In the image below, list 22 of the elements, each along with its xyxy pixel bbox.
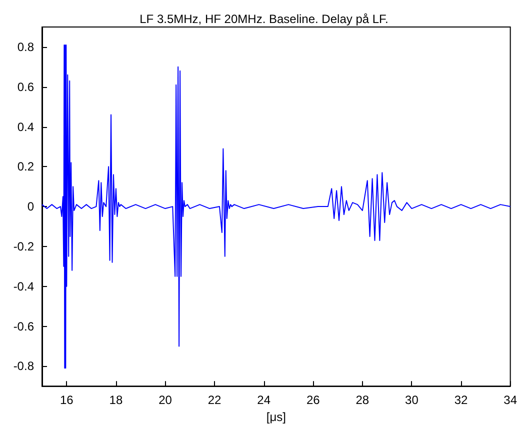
y-tick-label: -0.8 <box>13 359 34 374</box>
y-tick-label: 0.8 <box>17 40 34 54</box>
chart-title: LF 3.5MHz, HF 20MHz. Baseline. Delay på LF. <box>140 12 388 26</box>
x-tick-label: 32 <box>454 393 468 408</box>
x-tick-label: 20 <box>158 393 172 408</box>
x-tick-label: 24 <box>257 393 271 408</box>
x-tick-label: 30 <box>405 393 419 408</box>
x-tick-label: 16 <box>60 393 74 408</box>
y-tick-label: -0.4 <box>13 279 34 294</box>
x-tick-label: 18 <box>109 393 123 408</box>
x-axis-title: [μs] <box>266 410 286 424</box>
y-tick-label: -0.6 <box>13 319 34 334</box>
line-series <box>42 44 511 369</box>
x-tick-label: 26 <box>306 393 320 408</box>
y-tick-label: 0.6 <box>17 80 34 94</box>
y-tick-label: 0.2 <box>17 160 34 174</box>
y-tick-label: 0.4 <box>17 120 34 134</box>
x-tick-label: 22 <box>208 393 222 408</box>
x-tick-label: 34 <box>504 393 518 408</box>
y-tick-label: 0 <box>27 200 34 214</box>
x-tick-label: 28 <box>356 393 370 408</box>
y-tick-label: -0.2 <box>13 239 34 254</box>
